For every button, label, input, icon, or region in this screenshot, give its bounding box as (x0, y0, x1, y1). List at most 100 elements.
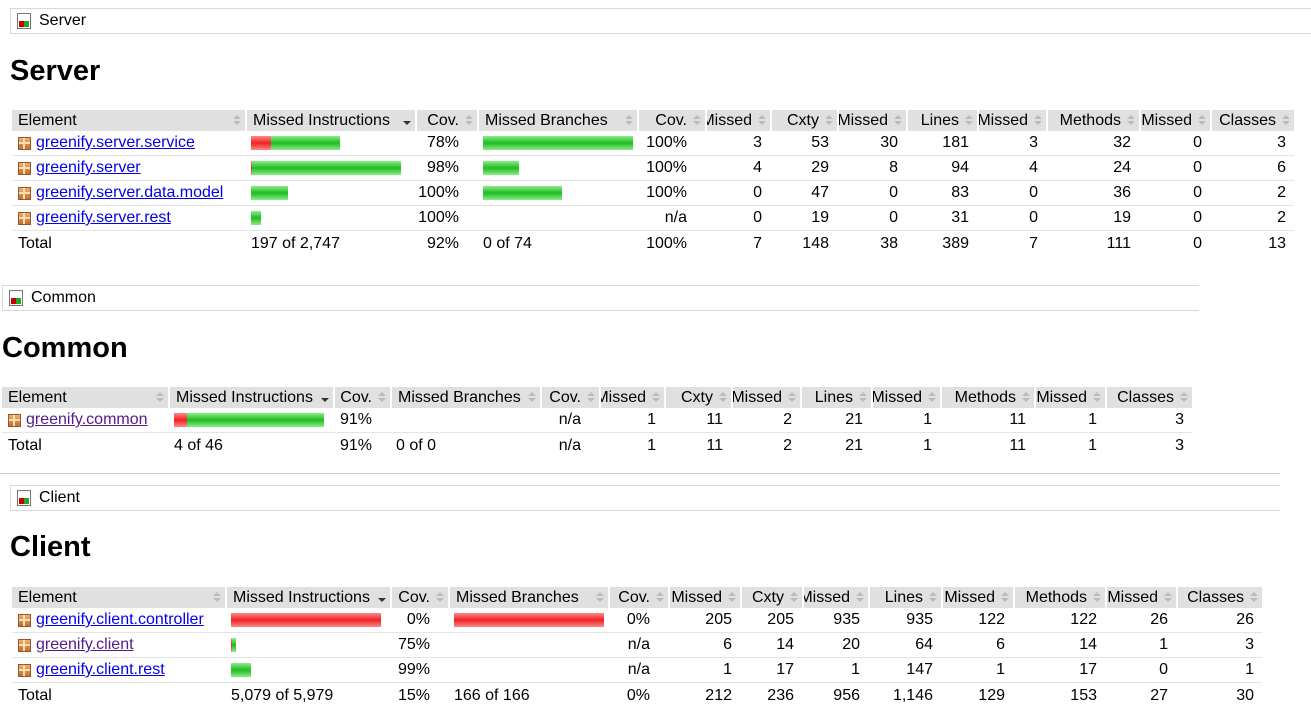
column-header[interactable]: Lines (884, 588, 923, 606)
column-header[interactable]: Classes (1117, 388, 1174, 406)
table-cell[interactable]: Methods (940, 387, 1034, 408)
table-cell[interactable]: Cov. (608, 587, 668, 608)
column-header[interactable]: Missed (671, 588, 722, 606)
table-cell[interactable]: Missed (802, 587, 868, 608)
column-header[interactable]: Element (18, 588, 77, 606)
column-header[interactable]: Cov. (618, 588, 650, 606)
column-header[interactable]: Missed Instructions (253, 111, 390, 129)
table-cell[interactable]: Classes (1210, 110, 1294, 131)
table-cell[interactable]: Cov. (415, 110, 477, 131)
column-header[interactable]: Methods (1025, 588, 1087, 606)
column-header[interactable]: Cov. (398, 588, 430, 606)
column-header[interactable]: Missed (731, 388, 782, 406)
column-header[interactable]: Missed (837, 111, 888, 129)
column-header[interactable]: Lines (920, 111, 959, 129)
package-link[interactable]: greenify.server.service (36, 134, 195, 151)
table-cell[interactable]: Lines (868, 587, 941, 608)
table-cell[interactable]: Cxty (740, 587, 802, 608)
table-cell[interactable]: Classes (1105, 387, 1192, 408)
column-header[interactable]: Missed Instructions (233, 588, 370, 606)
column-header[interactable]: Missed (599, 388, 646, 406)
table-cell[interactable]: Cov. (390, 587, 448, 608)
table-cell[interactable]: Missed (705, 110, 770, 131)
column-header[interactable]: Cov. (340, 388, 372, 406)
cell-value: 0 (889, 209, 898, 226)
column-header[interactable]: Cov. (549, 388, 581, 406)
breadcrumb[interactable]: Client (10, 485, 1280, 511)
column-header[interactable]: Cov. (427, 111, 459, 129)
table-cell[interactable]: Missed (1105, 587, 1176, 608)
table-cell[interactable]: Missed (977, 110, 1046, 131)
column-header[interactable]: Missed Branches (456, 588, 579, 606)
table-cell[interactable]: Classes (1176, 587, 1262, 608)
package-link[interactable]: greenify.server.rest (36, 209, 171, 226)
column-header[interactable]: Cxty (787, 111, 819, 129)
column-header[interactable]: Cxty (752, 588, 784, 606)
table-cell[interactable]: Missed (871, 387, 940, 408)
package-link[interactable]: greenify.client (36, 636, 134, 653)
table-cell[interactable]: Lines (800, 387, 871, 408)
table-cell[interactable]: Cov. (540, 387, 599, 408)
column-header[interactable]: Element (18, 111, 77, 129)
sort-icon (825, 115, 833, 125)
column-header[interactable]: Cov. (655, 111, 687, 129)
table-cell[interactable]: Element (2, 387, 168, 408)
table-cell[interactable]: Cov. (333, 387, 390, 408)
package-link[interactable]: greenify.server.data.model (36, 184, 224, 201)
column-header[interactable]: Lines (814, 388, 853, 406)
column-header[interactable]: Missed (705, 111, 752, 129)
table-cell[interactable]: Missed Branches (477, 110, 637, 131)
breadcrumb-label[interactable]: Server (39, 12, 87, 29)
breadcrumb-label[interactable]: Common (31, 289, 96, 306)
cell-value: 1 (923, 411, 932, 428)
package-link[interactable]: greenify.common (26, 411, 148, 428)
column-header[interactable]: Missed (944, 588, 995, 606)
table-cell[interactable]: Cov. (637, 110, 705, 131)
column-header[interactable]: Missed (871, 388, 922, 406)
column-header[interactable]: Cxty (681, 388, 713, 406)
total-value: 153 (1070, 686, 1097, 704)
table-cell[interactable]: Missed Branches (390, 387, 540, 408)
sort-icon (1093, 592, 1101, 602)
column-header[interactable]: Missed (1141, 111, 1192, 129)
package-link[interactable]: greenify.server (36, 159, 141, 176)
table-cell[interactable]: Missed (1139, 110, 1210, 131)
table-cell[interactable]: Cxty (664, 387, 731, 408)
table-cell[interactable]: Missed Instructions (225, 587, 390, 608)
table-cell[interactable]: Missed Instructions (168, 387, 333, 408)
column-header[interactable]: Methods (954, 388, 1016, 406)
table-cell[interactable]: Missed (837, 110, 906, 131)
table-cell[interactable]: Lines (906, 110, 977, 131)
table-cell[interactable]: Cxty (770, 110, 837, 131)
table-cell[interactable]: Missed Branches (448, 587, 608, 608)
column-header[interactable]: Classes (1187, 588, 1244, 606)
report-icon (9, 290, 23, 306)
table-cell[interactable]: Missed (731, 387, 800, 408)
table-cell[interactable]: Element (12, 587, 225, 608)
column-header[interactable]: Missed (1107, 588, 1158, 606)
breadcrumb[interactable]: Common (2, 285, 1199, 311)
table-cell[interactable]: Methods (1013, 587, 1105, 608)
column-header[interactable]: Missed (802, 588, 850, 606)
column-header[interactable]: Missed Branches (398, 388, 521, 406)
table-cell[interactable]: Methods (1046, 110, 1139, 131)
column-header[interactable]: Missed (977, 111, 1028, 129)
column-header[interactable]: Missed Branches (485, 111, 608, 129)
table-cell[interactable]: Missed (668, 587, 740, 608)
table-cell[interactable]: Missed (941, 587, 1013, 608)
cell-value: 0 (889, 184, 898, 201)
column-header[interactable]: Missed Instructions (176, 388, 313, 406)
column-header[interactable]: Methods (1059, 111, 1121, 129)
column-header[interactable]: Missed (1036, 388, 1087, 406)
package-link[interactable]: greenify.client.controller (36, 611, 204, 628)
breadcrumb[interactable]: Server (10, 8, 1311, 34)
column-header[interactable]: Classes (1219, 111, 1276, 129)
table-cell[interactable]: Missed Instructions (245, 110, 415, 131)
cell-value: 75% (397, 636, 430, 653)
table-cell[interactable]: Missed (1034, 387, 1105, 408)
column-header[interactable]: Element (8, 388, 67, 406)
package-link[interactable]: greenify.client.rest (36, 661, 165, 678)
breadcrumb-label[interactable]: Client (39, 489, 80, 506)
table-cell[interactable]: Missed (599, 387, 664, 408)
table-cell[interactable]: Element (12, 110, 245, 131)
